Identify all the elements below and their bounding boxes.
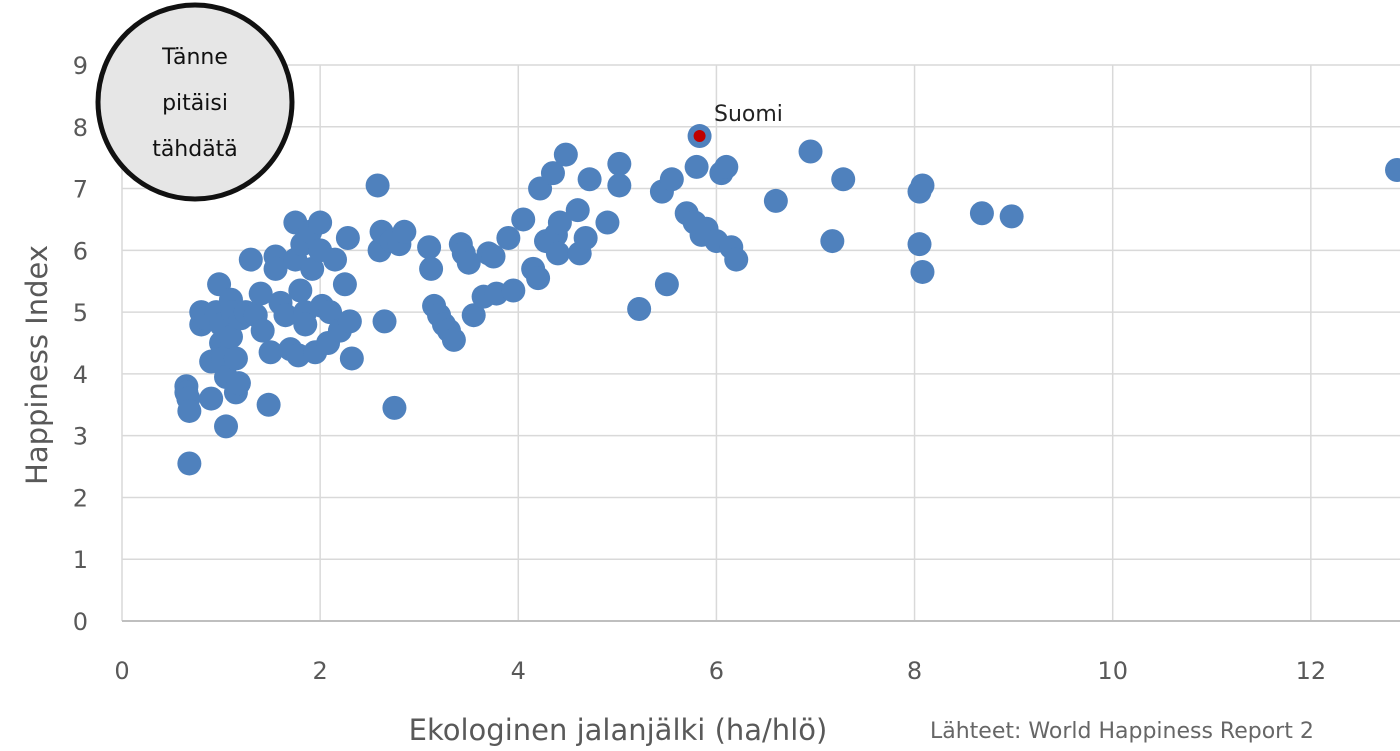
data-point: [293, 312, 318, 337]
data-point: [456, 250, 481, 275]
data-point: [553, 142, 578, 167]
data-point: [907, 232, 932, 257]
data-point: [382, 395, 407, 420]
data-point: [223, 346, 248, 371]
data-point: [250, 318, 275, 343]
data-point: [258, 340, 283, 365]
data-point: [372, 309, 397, 334]
data-point: [910, 259, 935, 284]
y-tick-label: 3: [73, 423, 88, 451]
data-point: [365, 173, 390, 198]
data-point: [323, 247, 347, 272]
data-point: [288, 278, 313, 303]
data-point: [300, 256, 325, 281]
data-point: [607, 173, 632, 198]
target-zone-line-3: tähdätä: [152, 137, 238, 162]
x-tick-label: 4: [511, 657, 526, 685]
data-point: [263, 256, 288, 281]
suomi-label: Suomi: [714, 102, 783, 127]
data-point: [607, 151, 632, 176]
target-zone-line-1: Tänne: [161, 45, 228, 70]
data-point: [273, 303, 298, 328]
data-point: [332, 272, 357, 297]
data-point: [547, 210, 572, 235]
suomi-point: [693, 130, 706, 143]
data-point: [565, 198, 590, 223]
data-point: [238, 247, 263, 272]
data-point: [684, 154, 709, 179]
data-point: [392, 219, 417, 244]
data-point: [573, 225, 598, 250]
data-point: [714, 154, 739, 179]
y-tick-label: 4: [73, 361, 88, 389]
data-point: [577, 167, 602, 192]
data-point: [481, 244, 506, 269]
data-point: [256, 392, 281, 417]
data-point: [969, 201, 994, 226]
target-zone: Tänne pitäisi tähdätä: [95, 2, 295, 202]
x-tick-label: 8: [907, 657, 922, 685]
target-zone-circle: [95, 2, 295, 202]
data-point: [910, 173, 935, 198]
data-point: [526, 266, 551, 291]
x-tick-label: 0: [114, 657, 129, 685]
data-point: [417, 235, 442, 260]
x-tick-label: 12: [1296, 657, 1327, 685]
data-point: [199, 386, 224, 411]
data-point: [308, 210, 333, 235]
y-axis-title: Happiness Index: [20, 245, 54, 485]
y-tick-label: 8: [73, 114, 88, 142]
data-point: [540, 161, 565, 186]
data-point: [627, 297, 652, 322]
data-point: [501, 278, 526, 303]
y-tick-label: 6: [73, 237, 88, 265]
data-point: [461, 303, 486, 328]
x-axis-ticks: 0 2 4 6 8 10 12: [114, 657, 1326, 685]
data-point: [177, 398, 202, 423]
y-tick-label: 1: [73, 546, 88, 574]
data-point: [654, 272, 679, 297]
x-tick-label: 2: [312, 657, 327, 685]
x-axis-title: Ekologinen jalanjälki (ha/hlö): [409, 713, 828, 747]
data-point: [724, 247, 749, 272]
y-tick-label: 9: [73, 52, 88, 80]
data-point: [659, 167, 684, 192]
data-points: [174, 139, 1400, 476]
data-point: [318, 300, 343, 325]
data-point: [820, 229, 845, 254]
y-tick-label: 7: [73, 176, 88, 204]
data-point: [337, 309, 362, 334]
data-point: [511, 207, 536, 232]
x-tick-label: 10: [1097, 657, 1128, 685]
data-point: [214, 414, 239, 439]
suomi-highlight: [687, 124, 712, 149]
data-point: [419, 256, 444, 281]
source-note: Lähteet: World Happiness Report 2: [930, 719, 1314, 744]
data-point: [248, 281, 273, 306]
data-point: [441, 327, 466, 352]
data-point: [226, 371, 251, 396]
data-point: [763, 188, 788, 213]
x-tick-label: 6: [709, 657, 724, 685]
data-point: [798, 139, 823, 164]
y-tick-label: 5: [73, 299, 88, 327]
data-point: [999, 204, 1024, 229]
data-point: [339, 346, 364, 371]
data-point: [218, 324, 243, 349]
data-point: [177, 451, 202, 476]
data-point: [545, 241, 570, 266]
data-point: [1385, 158, 1400, 183]
y-axis-ticks: 0 1 2 3 4 5 6 7 8 9: [73, 52, 88, 636]
data-point: [595, 210, 620, 235]
target-zone-line-2: pitäisi: [162, 91, 228, 116]
data-point: [831, 167, 856, 192]
data-point: [496, 225, 521, 250]
y-tick-label: 2: [73, 484, 88, 512]
data-point: [335, 225, 360, 250]
y-tick-label: 0: [73, 608, 88, 636]
